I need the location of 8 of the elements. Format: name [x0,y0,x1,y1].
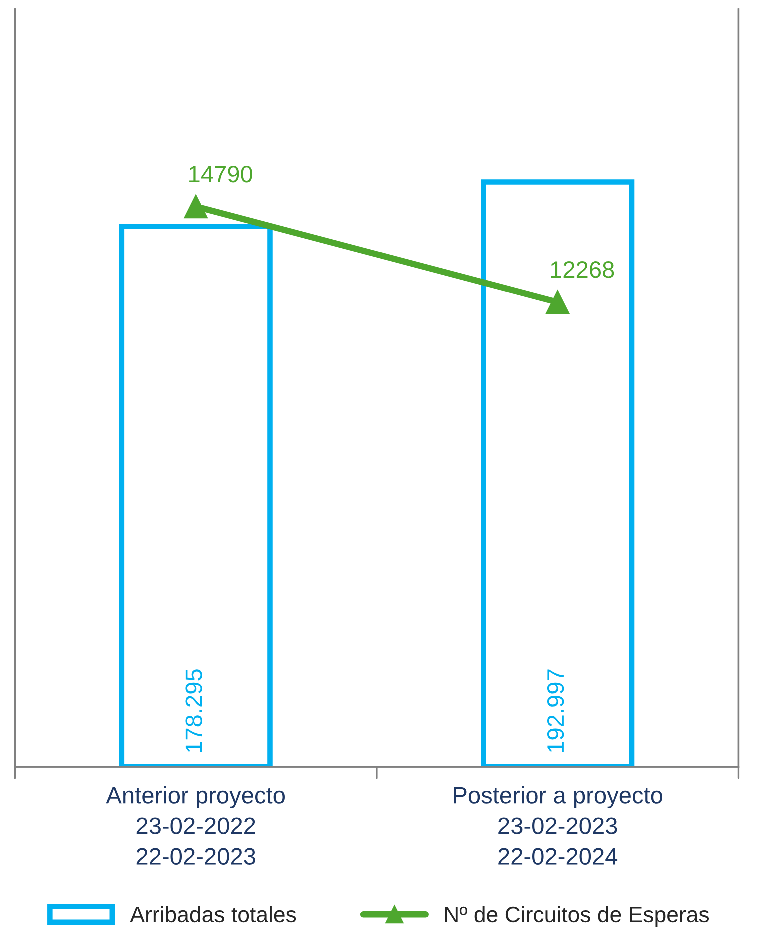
x-tick-label: Anterior proyecto 23-02-2022 22-02-2023 [106,786,285,865]
data-label: 12268 [551,262,614,278]
data-label: 14790 [190,166,252,183]
legend-label: Arribadas totales [130,906,296,923]
legend-label: Nº de Circuitos de Esperas [445,906,710,927]
x-tick-label: Posterior a proyecto 23-02-2023 22-02-2024 [454,786,662,865]
data-label: 192.997 [547,670,564,752]
data-label: 178.295 [186,670,202,752]
